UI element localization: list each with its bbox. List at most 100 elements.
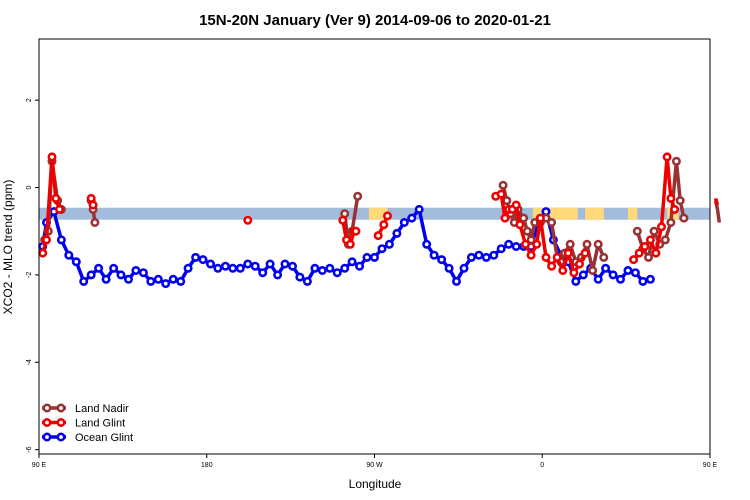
- x-tick-label: 0: [540, 462, 544, 469]
- data-point: [116, 270, 126, 280]
- data-point: [574, 259, 584, 269]
- data-point: [437, 255, 447, 265]
- x-tick-label: 90 W: [366, 462, 383, 469]
- land-patch: [585, 207, 604, 220]
- data-point: [422, 239, 432, 249]
- data-point: [332, 268, 342, 278]
- data-point: [213, 263, 223, 273]
- data-point: [578, 270, 588, 280]
- data-point: [41, 235, 51, 245]
- land-water-band: [39, 207, 710, 220]
- data-point: [51, 193, 61, 203]
- data-point: [519, 213, 529, 223]
- x-tick-label: 180: [201, 462, 213, 469]
- legend-label: Land Glint: [75, 418, 125, 430]
- data-point: [414, 204, 424, 214]
- data-point: [392, 228, 402, 238]
- data-point: [295, 272, 305, 282]
- data-point: [630, 268, 640, 278]
- data-point: [662, 152, 672, 162]
- y-axis-label: XCO2 - MLO trend (ppm): [1, 180, 15, 315]
- data-point: [429, 250, 439, 260]
- data-point: [638, 276, 648, 286]
- data-point: [101, 274, 111, 284]
- legend-marker: [56, 417, 66, 427]
- data-point: [340, 263, 350, 273]
- data-point: [399, 218, 409, 228]
- data-point: [168, 274, 178, 284]
- y-tick-label: -6: [26, 446, 33, 452]
- data-point: [500, 213, 510, 223]
- data-point: [377, 244, 387, 254]
- data-point: [679, 213, 689, 223]
- data-point: [466, 252, 476, 262]
- data-point: [198, 255, 208, 265]
- y-tick-label: 0: [26, 185, 33, 189]
- data-point: [520, 239, 530, 249]
- data-point: [541, 252, 551, 262]
- x-axis-label: Longitude: [349, 477, 402, 491]
- data-point: [153, 274, 163, 284]
- data-point: [191, 252, 201, 262]
- data-point: [656, 222, 666, 232]
- data-point: [580, 248, 590, 258]
- data-point: [601, 263, 611, 273]
- data-point: [582, 239, 592, 249]
- data-point: [347, 257, 357, 267]
- data-point: [651, 248, 661, 258]
- data-point: [131, 265, 141, 275]
- data-point: [588, 265, 598, 275]
- legend: Land Nadir Land Glint Ocean Glint: [42, 403, 133, 444]
- data-point: [444, 263, 454, 273]
- data-point: [56, 235, 66, 245]
- data-point: [54, 204, 64, 214]
- land-patch: [368, 207, 388, 220]
- data-point: [498, 180, 508, 190]
- data-point: [666, 218, 676, 228]
- data-point: [71, 257, 81, 267]
- plot-frame: [38, 38, 711, 455]
- data-point: [569, 268, 579, 278]
- data-point: [629, 255, 639, 265]
- data-point: [235, 263, 245, 273]
- data-point: [176, 276, 186, 286]
- data-point: [599, 252, 609, 262]
- land-patch: [627, 207, 638, 220]
- data-point: [552, 252, 562, 262]
- data-point: [474, 250, 484, 260]
- data-point: [558, 265, 568, 275]
- data-point: [258, 268, 268, 278]
- data-point: [273, 270, 283, 280]
- y-tick-label: -4: [26, 359, 33, 365]
- data-point: [547, 218, 557, 228]
- data-point: [547, 261, 557, 271]
- data-point: [88, 200, 98, 210]
- data-point: [640, 242, 650, 252]
- data-point: [615, 274, 625, 284]
- data-point: [243, 215, 253, 225]
- data-point: [109, 263, 119, 273]
- data-point: [563, 248, 573, 258]
- data-point: [183, 263, 193, 273]
- data-point: [382, 211, 392, 221]
- data-point: [379, 220, 389, 230]
- data-point: [228, 263, 238, 273]
- data-point: [451, 276, 461, 286]
- data-point: [671, 156, 681, 166]
- data-point: [280, 259, 290, 269]
- data-point: [47, 152, 57, 162]
- legend-label: Ocean Glint: [75, 432, 133, 444]
- data-point: [345, 239, 355, 249]
- data-point: [317, 265, 327, 275]
- data-point: [565, 239, 575, 249]
- data-point: [675, 196, 685, 206]
- data-point: [502, 196, 512, 206]
- y-tick-label: -2: [26, 272, 33, 278]
- data-point: [138, 268, 148, 278]
- data-point: [124, 274, 134, 284]
- data-point: [593, 239, 603, 249]
- data-point: [670, 204, 680, 214]
- data-point: [362, 252, 372, 262]
- data-point: [38, 248, 48, 258]
